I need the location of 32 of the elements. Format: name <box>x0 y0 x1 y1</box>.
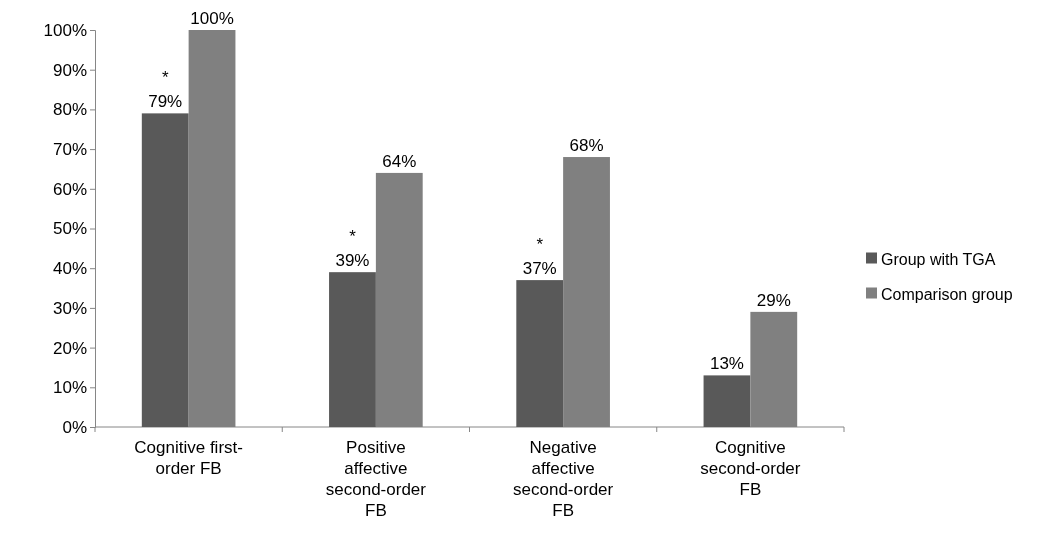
x-tick-label: Cognitive first-order FB <box>134 438 243 478</box>
bar <box>329 272 376 427</box>
data-label: 79% <box>148 92 183 112</box>
data-label: 37% <box>522 259 557 279</box>
x-tick-label: Cognitive second-order FB <box>700 438 801 499</box>
x-tick-label: Positive affective second-order FB <box>325 438 427 520</box>
y-tick-label: 10% <box>52 378 87 398</box>
y-tick-label: 0% <box>62 417 87 437</box>
y-tick-label: 20% <box>52 338 87 358</box>
bar <box>516 280 564 427</box>
annotation: * <box>161 68 169 88</box>
y-tick-label: 40% <box>52 259 87 279</box>
data-label: 13% <box>709 354 744 374</box>
y-tick-label: 60% <box>52 179 87 199</box>
data-label: 68% <box>569 136 604 156</box>
y-tick-label: 90% <box>52 60 87 80</box>
data-label: 29% <box>756 290 791 310</box>
data-label: 64% <box>382 151 417 171</box>
bar <box>703 375 751 427</box>
y-tick-label: 80% <box>52 100 87 120</box>
data-label: 39% <box>335 251 370 271</box>
annotation: * <box>536 235 544 255</box>
legend-label: Group with TGA <box>881 250 996 268</box>
y-tick-label: 70% <box>52 140 87 160</box>
data-label: 100% <box>190 9 234 28</box>
y-tick-label: 30% <box>52 298 87 318</box>
legend-label: Comparison group <box>881 285 1013 303</box>
y-tick-label: 50% <box>52 219 87 239</box>
bar <box>141 113 189 427</box>
y-tick-label: 100% <box>43 20 87 40</box>
x-tick-label: Negative affective second-order FB <box>513 438 614 520</box>
annotation: * <box>349 227 357 247</box>
